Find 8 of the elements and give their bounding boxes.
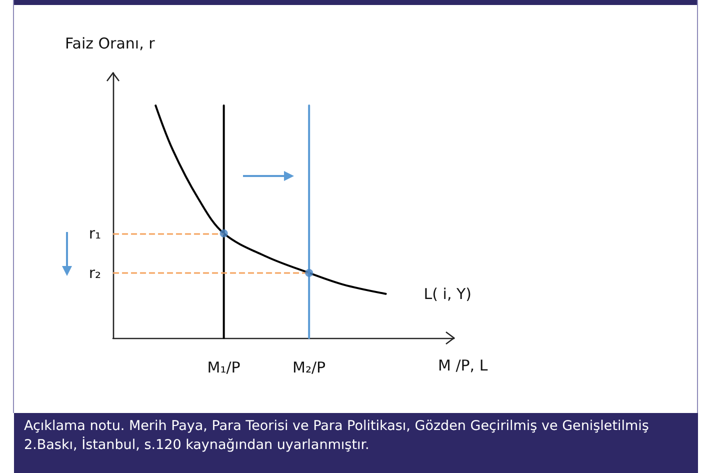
text: Açıklama notu. Merih Paya, Para Teorisi ve Para Politikası, Gözden Geçirilmiş ve Genişletilmiş 2.Baskı, İstanbul, s.120 kaynağından uyarlanmıştır. — [24, 417, 650, 455]
ref-line-label: r₁ — [88, 224, 101, 242]
x-tick-label: M₁/P — [207, 358, 240, 376]
text: L( i, Y) — [424, 284, 472, 303]
x-axis-title: M /P, L — [438, 356, 488, 374]
ref-line-label: r₂ — [88, 264, 101, 282]
y-axis-title: Faiz Oranı, r — [65, 34, 156, 52]
x-tick-label: M₂/P — [292, 358, 326, 376]
